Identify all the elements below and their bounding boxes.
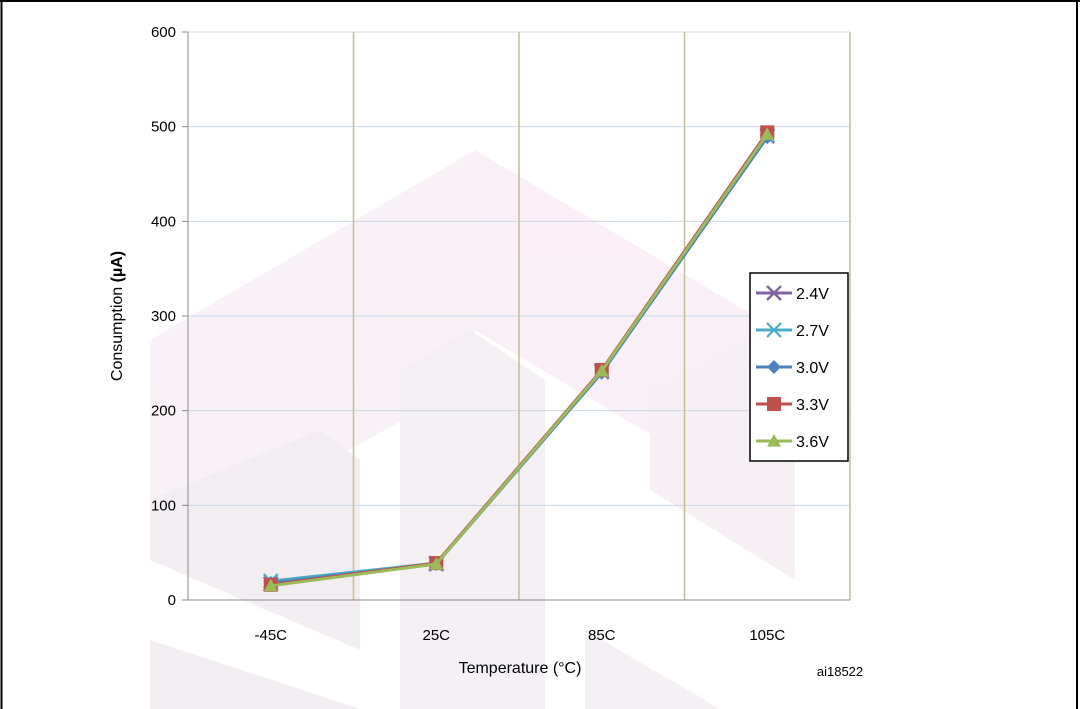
legend-label: 3.0V <box>796 360 829 377</box>
series-line <box>270 133 769 588</box>
y-tick-label: 0 <box>168 592 176 609</box>
y-tick-label: 300 <box>151 308 176 325</box>
y-tick-label: 400 <box>151 213 176 230</box>
legend-item: 3.3V <box>756 397 829 414</box>
x-tick-label: 85C <box>588 627 616 644</box>
legend-label: 3.6V <box>796 434 829 451</box>
y-axis-title: Consumption (µA) <box>109 251 126 381</box>
y-tick-label: 200 <box>151 403 176 420</box>
legend-label: 2.7V <box>796 323 829 340</box>
legend-label: 3.3V <box>796 397 829 414</box>
marker-stroke <box>766 285 782 301</box>
legend-item: 3.0V <box>756 360 829 377</box>
watermark <box>150 150 795 709</box>
legend: 2.4V 2.7V 3.0V 3.3V 3.6V <box>749 272 849 462</box>
legend-item: 2.7V <box>756 322 829 340</box>
figure-id: ai18522 <box>817 664 863 679</box>
data-point <box>760 127 775 140</box>
x-axis-title: Temperature (°C) <box>459 660 582 677</box>
series-3.6V <box>263 127 775 592</box>
data-point <box>429 557 444 570</box>
legend-item: 2.4V <box>756 285 829 303</box>
legend-marker <box>767 397 781 411</box>
data-point <box>594 363 609 377</box>
y-axis-ticks: 0 100 200 300 400 500 600 <box>151 24 188 609</box>
series-lines <box>262 125 776 592</box>
y-axis-title-unit: (µA) <box>109 251 126 282</box>
legend-marker <box>766 285 782 301</box>
y-tick-label: 600 <box>151 24 176 41</box>
x-tick-label: 105C <box>749 627 785 644</box>
legend-marker <box>767 360 781 374</box>
legend-marker <box>767 434 781 447</box>
y-axis-title-text: Consumption <box>109 282 126 381</box>
y-tick-label: 500 <box>151 119 176 136</box>
legend-label: 2.4V <box>796 286 829 303</box>
x-tick-label: 25C <box>422 627 450 644</box>
x-tick-label: -45C <box>254 627 287 644</box>
y-tick-label: 100 <box>151 497 176 514</box>
legend-marker <box>766 322 782 338</box>
x-axis-ticks: -45C 25C 85C 105C <box>254 627 785 644</box>
legend-item: 3.6V <box>756 434 829 451</box>
data-point <box>263 578 278 592</box>
